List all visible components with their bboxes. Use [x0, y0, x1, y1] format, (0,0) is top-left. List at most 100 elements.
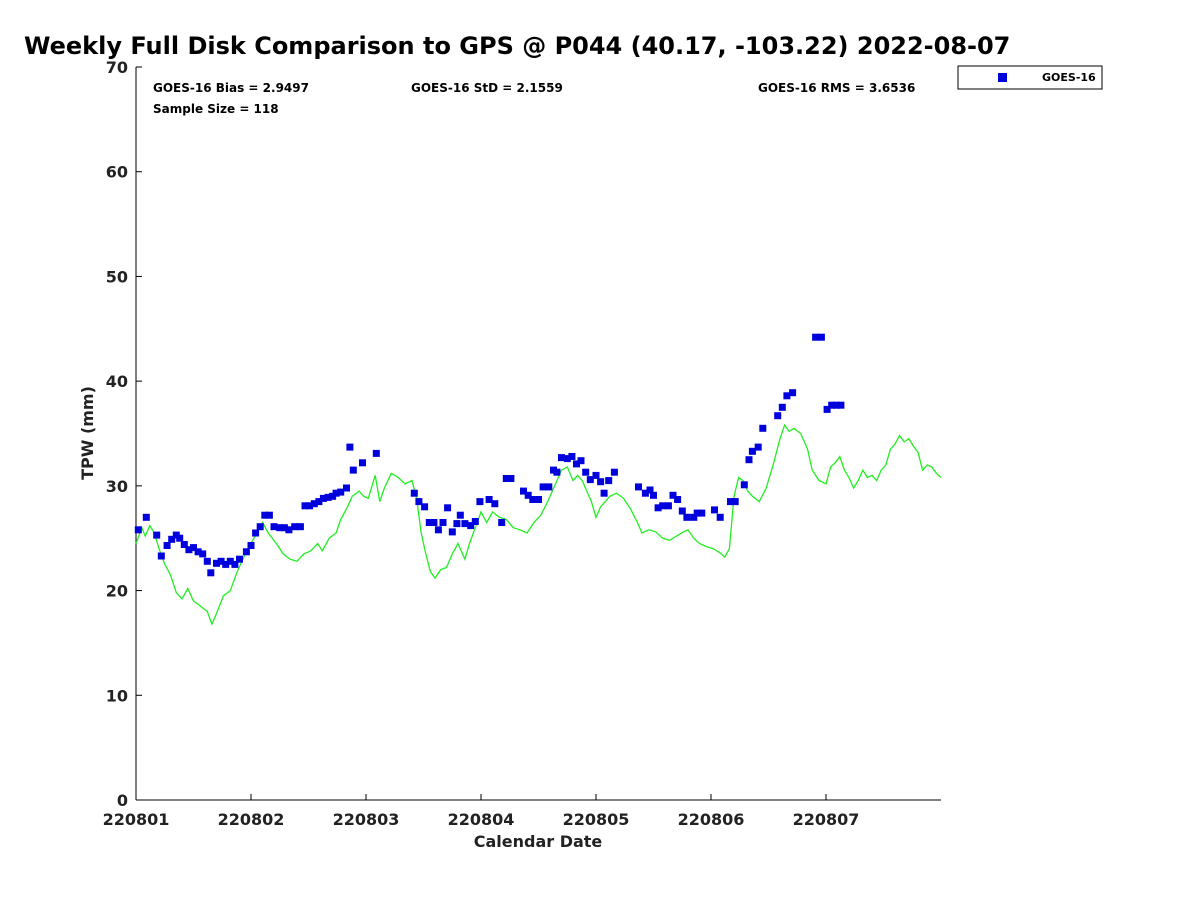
goes16-point [748, 447, 756, 455]
goes16-scatter-series [134, 333, 845, 577]
y-axis-title: TPW (mm) [78, 386, 97, 480]
goes16-point [276, 524, 284, 532]
y-tick-label: 60 [106, 163, 128, 182]
goes16-point [410, 489, 418, 497]
goes16-point [280, 524, 288, 532]
y-tick-label: 20 [106, 582, 128, 601]
goes16-point [471, 518, 479, 525]
goes16-point [498, 519, 506, 526]
goes16-point [194, 548, 202, 556]
goes16-point [529, 496, 537, 503]
goes16-point [520, 487, 527, 495]
goes16-point [332, 489, 340, 497]
goes16-point [698, 509, 706, 517]
goes16-point [558, 454, 565, 462]
goes16-point [740, 481, 748, 489]
x-axis-title: Calendar Date [474, 832, 603, 851]
goes16-point [605, 477, 613, 485]
y-ticks: 0 10 20 30 40 50 60 70 [106, 58, 142, 810]
goes16-point [346, 443, 354, 451]
goes16-point [349, 466, 357, 474]
legend-box [957, 65, 1103, 90]
goes16-point [176, 534, 184, 542]
goes16-point [236, 555, 243, 563]
goes16-point [359, 459, 366, 467]
goes16-point [610, 468, 618, 476]
goes16-point [467, 522, 475, 530]
goes16-point [759, 424, 767, 432]
goes16-point [669, 491, 677, 499]
goes16-point [659, 502, 667, 510]
x-tick-label: 220805 [563, 810, 630, 829]
goes16-point [600, 489, 608, 497]
goes16-point [573, 460, 580, 468]
goes16-point [252, 529, 260, 537]
goes16-point [301, 502, 309, 510]
goes16-point [502, 475, 510, 482]
goes16-point [265, 511, 273, 519]
x-tick-label: 220802 [218, 810, 285, 829]
goes16-point [828, 401, 836, 409]
sample-size-stat: Sample Size = 118 [153, 102, 279, 116]
goes16-point [185, 546, 193, 554]
goes16-point [823, 405, 831, 413]
goes16-point [453, 520, 461, 528]
goes16-point [690, 513, 698, 521]
goes16-point [163, 542, 171, 549]
goes16-point [421, 503, 429, 511]
goes16-point [319, 494, 327, 502]
goes16-point [837, 401, 845, 409]
goes16-point [545, 483, 553, 491]
std-stat: GOES-16 StD = 2.1559 [411, 81, 563, 95]
goes16-point [217, 557, 225, 565]
goes16-point [693, 509, 701, 517]
goes16-point [553, 468, 561, 476]
goes16-point [439, 519, 447, 526]
y-tick-label: 70 [106, 58, 128, 77]
goes16-point [190, 544, 197, 552]
goes16-point [507, 475, 515, 482]
goes16-point [745, 456, 753, 464]
goes16-point [654, 504, 662, 512]
x-tick-label: 220801 [103, 810, 170, 829]
goes16-point [817, 333, 825, 341]
rms-stat: GOES-16 RMS = 3.6536 [758, 81, 915, 95]
goes16-point [306, 502, 314, 510]
goes16-point [296, 523, 304, 531]
y-tick-label: 50 [106, 267, 128, 286]
x-tick-label: 220804 [448, 810, 515, 829]
goes16-point [285, 526, 293, 534]
y-tick-label: 10 [106, 686, 128, 705]
goes16-point [597, 478, 605, 486]
goes16-point [242, 548, 250, 556]
goes16-point [270, 523, 278, 531]
goes16-point [678, 507, 686, 515]
x-tick-label: 220806 [678, 810, 745, 829]
legend-label-goes16: GOES-16 [1042, 71, 1096, 84]
legend: GOES-16 [957, 65, 1103, 90]
goes16-point [434, 526, 442, 534]
goes16-point [343, 484, 350, 492]
goes16-point [134, 526, 142, 534]
goes16-point [524, 491, 532, 499]
goes16-point [716, 513, 724, 521]
goes16-point [754, 443, 762, 451]
plot-area: 0 10 20 30 40 50 60 70 220801 220802 220803 220804… [103, 58, 942, 829]
goes16-point [774, 412, 782, 420]
goes16-point [207, 569, 215, 577]
goes16-point [203, 557, 211, 565]
goes16-point [226, 557, 234, 565]
goes16-point [674, 496, 682, 503]
goes16-point [778, 403, 786, 411]
goes16-point [832, 401, 840, 409]
goes16-point [783, 392, 791, 400]
goes16-point [315, 498, 323, 506]
goes16-point [476, 498, 484, 506]
goes16-point [563, 455, 571, 463]
goes16-point [456, 511, 464, 519]
goes16-point [812, 333, 820, 341]
goes16-point [222, 560, 230, 568]
goes16-point [153, 531, 161, 539]
goes16-point [461, 520, 469, 528]
